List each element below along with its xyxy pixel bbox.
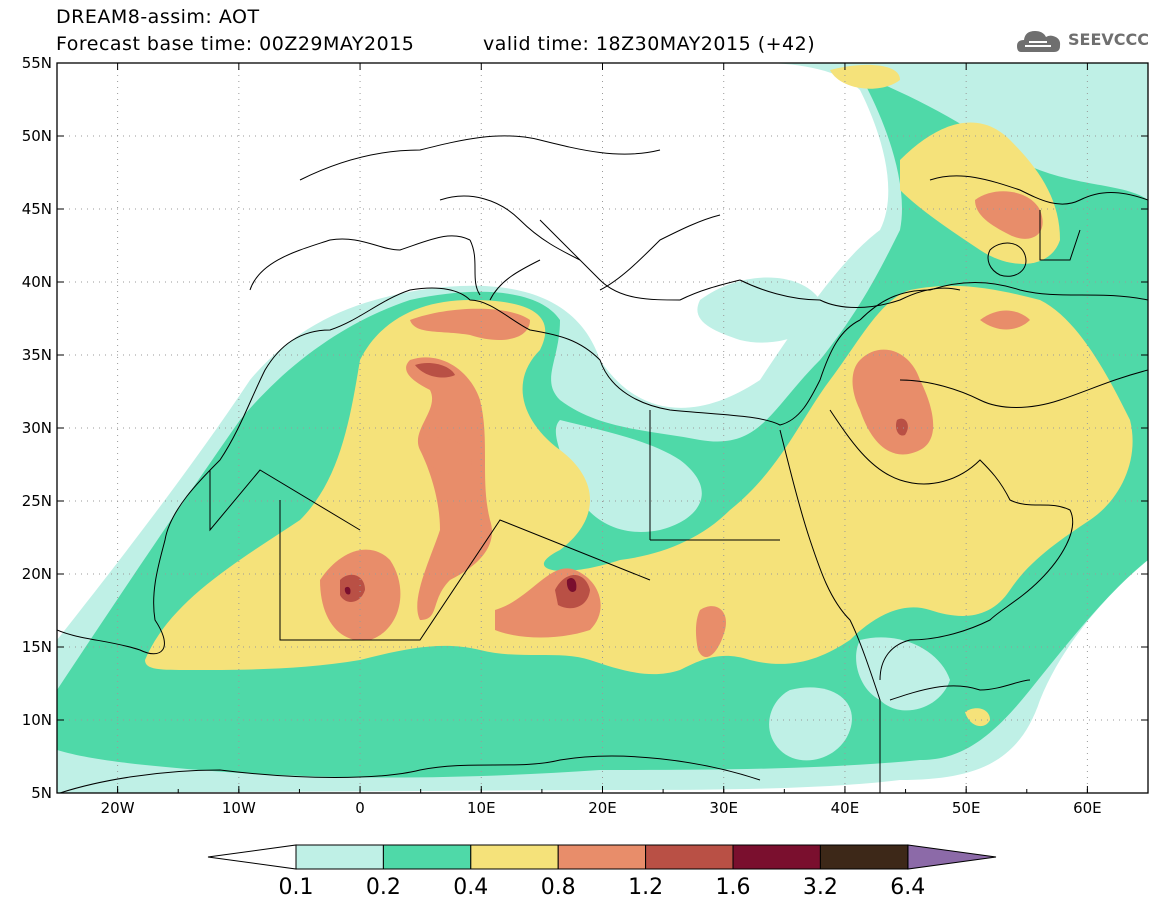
colorbar-label: 0.1 [279,875,314,900]
lon-label: 10W [222,799,256,817]
lon-label: 50E [952,799,981,817]
lat-label: 55N [22,54,52,72]
colorbar-label: 1.2 [628,875,663,900]
latitude-labels: 55N 50N 45N 40N 35N 30N 25N 20N 15N 10N 5N [22,54,1148,802]
colorbar-under-arrow [207,844,297,870]
colorbar-box [645,844,734,870]
colorbar-label: 6.4 [890,875,925,900]
lon-label: 20W [101,799,135,817]
lat-label: 40N [22,273,52,291]
colorbar-label: 0.4 [453,875,488,900]
lat-label: 25N [22,492,52,510]
cloud-icon [1017,31,1061,52]
colorbar-box [819,844,909,870]
lon-label: 0 [355,799,365,817]
lat-label: 20N [22,565,52,583]
colorbar-box [470,844,559,870]
aot-clear-patch [555,420,950,761]
aot-level-1-6 [344,578,577,595]
lat-label: 50N [22,127,52,145]
colorbar-box [557,844,647,870]
colorbar-over-arrow [907,844,997,870]
aot-field [57,63,1148,793]
lat-label: 15N [22,638,52,656]
valid-time: valid time: 18Z30MAY2015 (+42) [483,33,816,55]
lat-label: 35N [22,346,52,364]
lon-label: 10E [467,799,496,817]
colorbar-box [295,844,384,870]
longitude-labels: 20W 10W 0 10E 20E 30E 40E 50E 60E [56,63,1149,817]
lat-label: 5N [31,784,52,802]
colorbar-label: 0.8 [541,875,576,900]
lat-label: 30N [22,419,52,437]
logo-text: SEEVCCC [1068,30,1149,49]
lon-label: 40E [831,799,860,817]
lon-label: 60E [1073,799,1102,817]
colorbar-label: 1.6 [716,875,751,900]
lon-label: 30E [709,799,738,817]
map-title: DREAM8-assim: AOT [56,6,260,28]
lat-label: 10N [22,711,52,729]
lat-label: 45N [22,200,52,218]
lon-label: 20E [588,799,617,817]
colorbar-label: 0.2 [366,875,401,900]
forecast-base-time: Forecast base time: 00Z29MAY2015 [56,33,415,55]
colorbar: 0.1 0.2 0.4 0.8 1.2 1.6 3.2 6.4 [207,844,997,900]
coastlines [57,135,1148,793]
colorbar-label: 3.2 [803,875,838,900]
colorbar-box [382,844,472,870]
colorbar-box [732,844,821,870]
